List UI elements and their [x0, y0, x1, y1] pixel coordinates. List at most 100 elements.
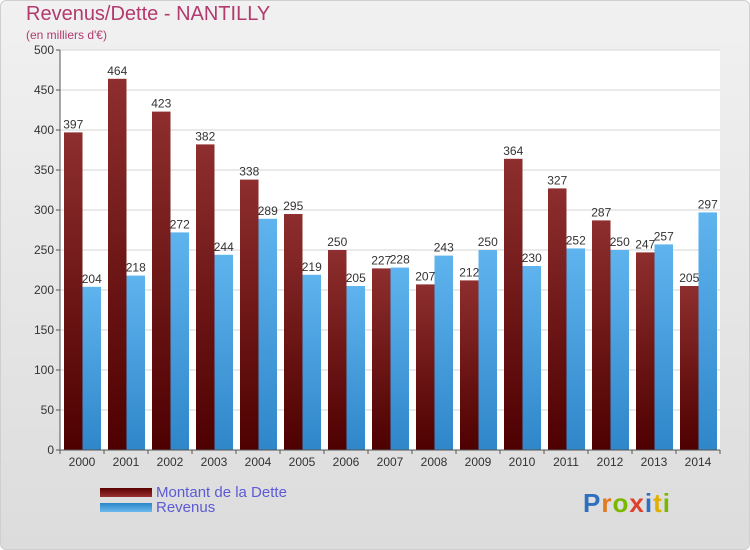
- data-label-dette: 287: [591, 205, 611, 219]
- bar-dette: [152, 111, 171, 450]
- y-tick-label: 0: [47, 443, 54, 457]
- y-tick-label: 150: [34, 323, 54, 337]
- legend-swatch-revenus: [100, 503, 152, 512]
- y-tick-label: 200: [34, 283, 54, 297]
- bar-revenus: [170, 232, 189, 450]
- data-label-revenus: 252: [566, 233, 586, 247]
- legend-swatch-dette: [100, 488, 152, 497]
- data-label-revenus: 257: [654, 229, 674, 243]
- y-tick-label: 500: [34, 43, 54, 57]
- x-tick-label: 2000: [69, 455, 96, 469]
- x-tick-label: 2010: [509, 455, 536, 469]
- logo-letter: x: [629, 488, 645, 518]
- bar-revenus: [302, 274, 321, 450]
- bar-dette: [196, 144, 215, 450]
- bar-dette: [504, 158, 523, 451]
- data-label-revenus: 250: [610, 235, 630, 249]
- x-tick-label: 2005: [289, 455, 316, 469]
- x-tick-label: 2012: [597, 455, 624, 469]
- x-tick-label: 2006: [333, 455, 360, 469]
- x-tick-label: 2011: [553, 455, 579, 469]
- legend-item-dette: Montant de la Dette: [100, 485, 287, 500]
- data-label-dette: 397: [63, 117, 83, 131]
- proxiti-logo: Proxiti: [583, 488, 671, 519]
- bar-revenus: [390, 267, 409, 450]
- chart-subtitle: (en milliers d'€): [26, 28, 107, 42]
- logo-letter: o: [612, 488, 630, 518]
- data-label-dette: 364: [503, 144, 523, 158]
- data-label-revenus: 297: [698, 197, 718, 211]
- data-label-revenus: 204: [82, 272, 102, 286]
- data-label-revenus: 218: [126, 261, 146, 275]
- bar-revenus: [346, 286, 365, 450]
- x-tick-label: 2003: [201, 455, 228, 469]
- bar-dette: [240, 179, 259, 450]
- bar-dette: [64, 132, 83, 450]
- data-label-revenus: 243: [434, 241, 454, 255]
- legend-label-dette: Montant de la Dette: [156, 484, 287, 501]
- logo-letter: r: [601, 488, 613, 518]
- bar-dette: [416, 284, 435, 450]
- bar-revenus: [610, 250, 629, 450]
- y-tick-label: 50: [41, 403, 55, 417]
- data-label-revenus: 244: [214, 240, 234, 254]
- bar-dette: [636, 252, 655, 450]
- x-tick-label: 2007: [377, 455, 404, 469]
- y-tick-label: 350: [34, 163, 54, 177]
- logo-letter: i: [662, 488, 671, 518]
- bar-revenus: [698, 212, 717, 450]
- x-tick-label: 2014: [685, 455, 712, 469]
- bar-revenus: [654, 244, 673, 450]
- legend-item-revenus: Revenus: [100, 500, 287, 515]
- data-label-dette: 327: [547, 173, 567, 187]
- bar-revenus: [258, 218, 277, 450]
- data-label-dette: 338: [239, 165, 259, 179]
- bar-revenus: [478, 250, 497, 450]
- data-label-revenus: 289: [258, 204, 278, 218]
- data-label-dette: 250: [327, 235, 347, 249]
- data-label-revenus: 230: [522, 251, 542, 265]
- bar-revenus: [566, 248, 585, 450]
- x-tick-label: 2002: [157, 455, 184, 469]
- logo-letter: i: [644, 488, 654, 518]
- bar-revenus: [126, 275, 145, 450]
- bar-revenus: [434, 255, 453, 450]
- bar-dette: [548, 188, 567, 450]
- x-tick-label: 2013: [641, 455, 668, 469]
- x-tick-label: 2001: [113, 455, 140, 469]
- bar-dette: [284, 214, 303, 450]
- data-label-dette: 295: [283, 199, 303, 213]
- bar-revenus: [82, 286, 101, 450]
- data-label-dette: 212: [459, 265, 479, 279]
- data-label-dette: 207: [415, 269, 435, 283]
- data-label-revenus: 250: [478, 235, 498, 249]
- y-tick-label: 100: [34, 363, 54, 377]
- y-tick-label: 300: [34, 203, 54, 217]
- data-label-dette: 464: [107, 64, 127, 78]
- bar-dette: [108, 78, 127, 451]
- y-tick-label: 450: [34, 83, 54, 97]
- data-label-revenus: 272: [170, 217, 190, 231]
- data-label-dette: 247: [635, 237, 655, 251]
- data-label-revenus: 219: [302, 260, 322, 274]
- bar-dette: [592, 220, 611, 450]
- logo-letter: P: [583, 488, 602, 518]
- x-tick-label: 2008: [421, 455, 448, 469]
- data-label-dette: 227: [371, 253, 391, 267]
- data-label-dette: 205: [679, 271, 699, 285]
- data-label-revenus: 205: [346, 271, 366, 285]
- bar-dette: [328, 250, 347, 450]
- data-label-dette: 423: [151, 97, 171, 111]
- y-tick-label: 400: [34, 123, 54, 137]
- x-tick-label: 2004: [245, 455, 272, 469]
- bar-dette: [460, 280, 479, 450]
- bar-revenus: [214, 254, 233, 450]
- data-label-revenus: 228: [390, 253, 410, 267]
- chart-title: Revenus/Dette - NANTILLY: [26, 3, 271, 25]
- legend-label-revenus: Revenus: [156, 499, 216, 516]
- bar-dette: [680, 286, 699, 450]
- logo-letter: t: [653, 488, 663, 518]
- legend: Montant de la Dette Revenus: [100, 485, 287, 515]
- x-tick-label: 2009: [465, 455, 492, 469]
